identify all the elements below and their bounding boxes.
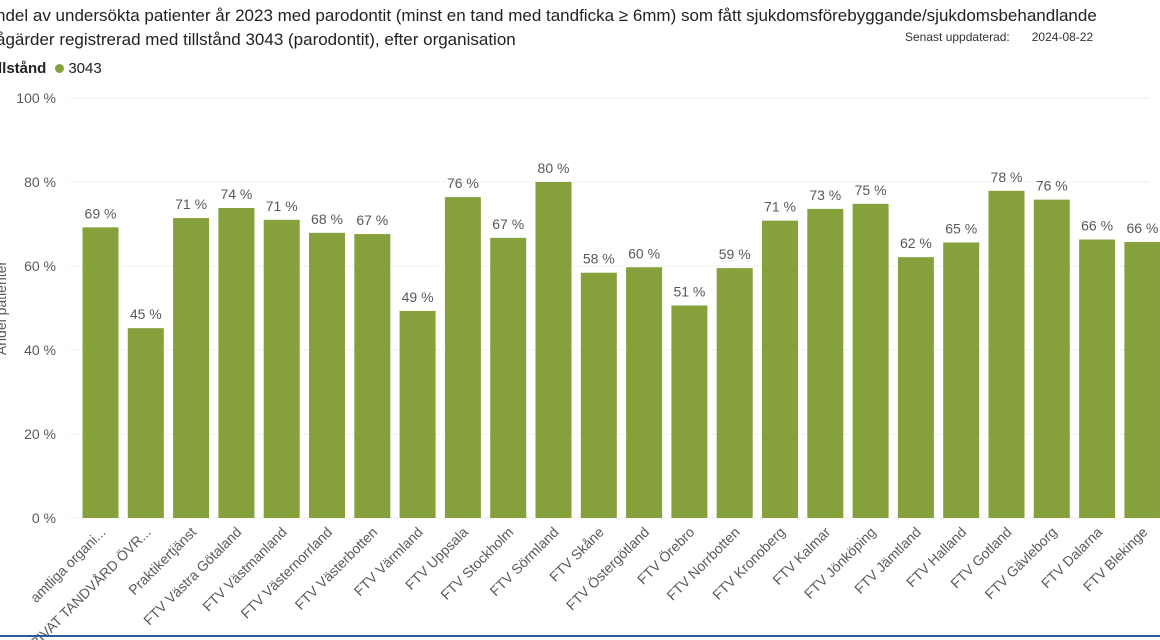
data-label: 76 % [1036, 178, 1068, 194]
bar [943, 242, 980, 519]
last-updated: Senast uppdaterad: 2024-08-22 [905, 30, 1093, 44]
chart-legend: llstånd 3043 [0, 60, 102, 77]
bar [852, 203, 889, 518]
data-label: 67 % [492, 216, 524, 232]
x-tick-label: FTV Västmanland [199, 524, 290, 615]
data-label: 51 % [673, 283, 705, 299]
data-label: 78 % [991, 169, 1023, 185]
bar [444, 197, 481, 518]
data-label: 60 % [628, 245, 660, 261]
bar [807, 208, 844, 518]
bar [897, 257, 934, 518]
frame-bottom-border [0, 635, 1160, 637]
bar [82, 227, 119, 519]
bar [716, 268, 753, 518]
y-axis-title: Andel patienter [0, 261, 9, 356]
data-label: 73 % [809, 187, 841, 203]
x-tick-label: amtliga organi... [27, 524, 109, 606]
bar [399, 310, 436, 518]
data-label: 58 % [583, 251, 615, 267]
y-tick-label: 40 % [24, 342, 56, 358]
y-tick-label: 80 % [24, 174, 56, 190]
bar [1079, 239, 1116, 519]
data-label: 80 % [538, 160, 570, 176]
y-tick-label: 100 % [16, 90, 56, 106]
last-updated-value: 2024-08-22 [1031, 30, 1094, 44]
chart-title-line-1: ndel av undersökta patienter år 2023 med… [0, 6, 1097, 25]
bar [1033, 199, 1070, 518]
data-label: 45 % [130, 306, 162, 322]
legend-entry-3043[interactable]: 3043 [68, 60, 102, 77]
bar [988, 190, 1025, 518]
data-label: 71 % [175, 196, 207, 212]
data-label: 75 % [855, 182, 887, 198]
legend-title: llstånd [0, 60, 47, 77]
data-label: 68 % [311, 211, 343, 227]
data-label: 66 % [1126, 220, 1158, 236]
bar [490, 237, 527, 519]
y-tick-label: 60 % [24, 258, 56, 274]
chart-title: ndel av undersökta patienter år 2023 med… [0, 4, 1156, 52]
bar [762, 220, 798, 518]
bar [671, 305, 708, 518]
bar [626, 267, 663, 518]
data-label: 69 % [85, 205, 117, 221]
bar [263, 219, 300, 519]
data-label: 66 % [1081, 218, 1113, 234]
bar [535, 182, 572, 518]
data-label: 59 % [719, 246, 751, 262]
data-label: 65 % [945, 220, 977, 236]
bar [580, 272, 617, 518]
data-label: 67 % [356, 212, 388, 228]
bar [173, 218, 210, 518]
chart-title-line-2: ågärder registrerad med tillstånd 3043 (… [0, 30, 516, 49]
bar [1124, 242, 1160, 518]
data-label: 49 % [402, 289, 434, 305]
bar [354, 234, 391, 518]
x-tick-label: FTV Östergötland [562, 523, 652, 613]
y-tick-label: 20 % [24, 426, 56, 442]
bar [309, 232, 345, 518]
data-label: 74 % [220, 186, 252, 202]
last-updated-label: Senast uppdaterad: [905, 30, 1010, 44]
data-label: 76 % [447, 175, 479, 191]
x-tick-label: FTV Västerbotten [292, 524, 381, 613]
y-tick-label: 0 % [32, 510, 56, 526]
data-label: 71 % [266, 198, 298, 214]
data-label: 62 % [900, 235, 932, 251]
bar [127, 328, 164, 518]
data-label: 71 % [764, 199, 796, 215]
bar [218, 208, 255, 519]
legend-swatch-3043 [55, 64, 65, 73]
